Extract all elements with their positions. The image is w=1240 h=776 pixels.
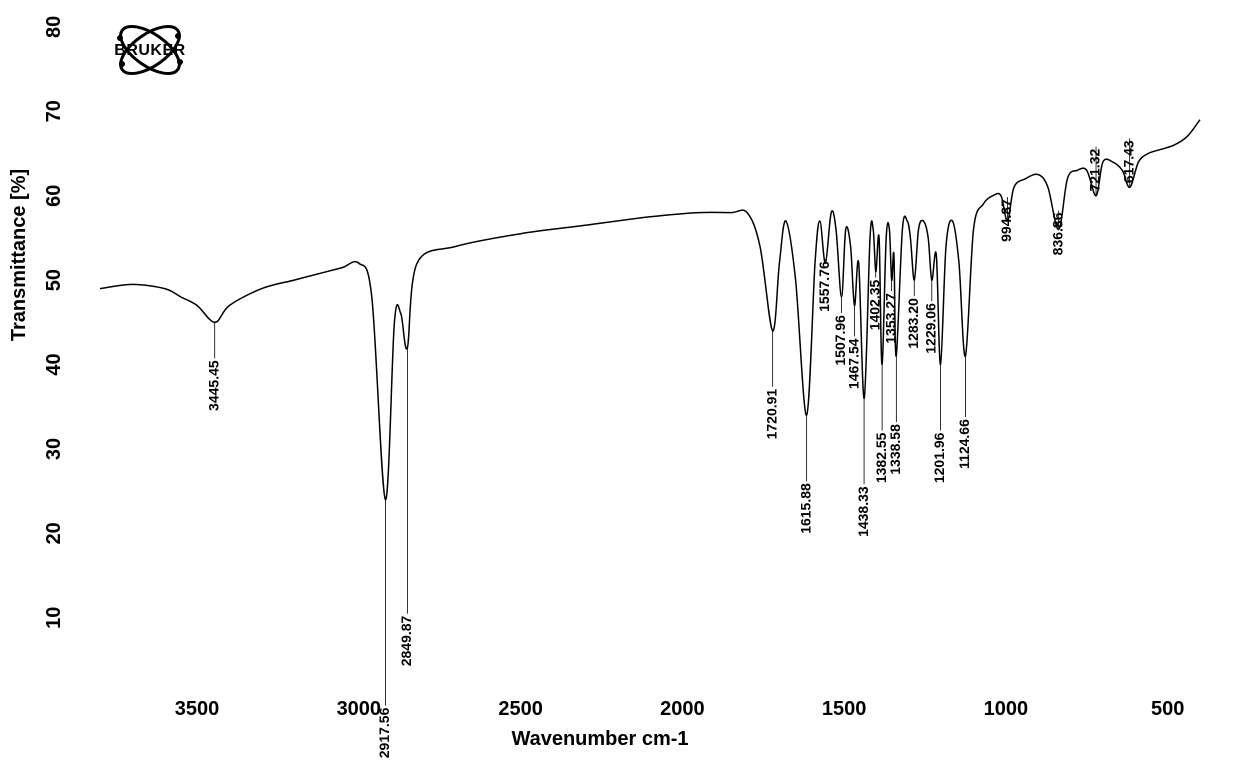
y-axis-label: Transmittance [%] bbox=[8, 169, 30, 341]
peak-label: 3445.45 bbox=[205, 360, 221, 411]
x-tick-label: 2000 bbox=[660, 698, 705, 720]
peak-label: 2917.56 bbox=[376, 707, 392, 758]
peak-label: 1557.76 bbox=[816, 261, 832, 312]
y-tick-label: 10 bbox=[43, 607, 65, 629]
peak-label: 994.87 bbox=[998, 199, 1014, 242]
peak-label: 1283.20 bbox=[905, 298, 921, 349]
x-tick-label: 2500 bbox=[498, 698, 543, 720]
ir-spectrum-chart: BRUKER 10 20 30 40 50 60 70 80 3500 3000 2500 2000… bbox=[0, 0, 1240, 776]
x-tick-label: 500 bbox=[1151, 698, 1184, 720]
spectrum-line bbox=[100, 120, 1200, 500]
peak-label: 617.43 bbox=[1120, 140, 1136, 183]
y-tick-label: 30 bbox=[43, 438, 65, 460]
peak-label: 1124.66 bbox=[956, 419, 972, 469]
peak-label: 1201.96 bbox=[931, 432, 947, 483]
y-tick-label: 50 bbox=[43, 269, 65, 291]
x-tick-label: 1000 bbox=[984, 698, 1029, 720]
y-tick-label: 20 bbox=[43, 522, 65, 544]
peak-label: 2849.87 bbox=[398, 615, 414, 666]
peak-label: 1402.35 bbox=[866, 279, 882, 330]
peak-label: 836.86 bbox=[1049, 212, 1065, 255]
peak-label: 1615.88 bbox=[797, 483, 813, 534]
y-tick-label: 80 bbox=[43, 16, 65, 38]
bruker-logo: BRUKER bbox=[113, 17, 187, 82]
y-tick-label: 60 bbox=[43, 185, 65, 207]
x-tick-label: 3000 bbox=[337, 698, 382, 720]
x-axis-label: Wavenumber cm-1 bbox=[511, 728, 688, 750]
peak-label: 721.32 bbox=[1087, 149, 1103, 192]
peak-label: 1338.58 bbox=[887, 424, 903, 475]
x-axis-ticks: 3500 3000 2500 2000 1500 1000 500 bbox=[175, 698, 1185, 720]
peak-labels-group: 3445.45 2917.56 2849.87 1720.91 1615.88 1557.… bbox=[205, 138, 1136, 758]
peak-label: 1229.06 bbox=[922, 303, 938, 354]
x-tick-label: 1500 bbox=[822, 698, 867, 720]
y-tick-label: 40 bbox=[43, 353, 65, 375]
y-tick-label: 70 bbox=[43, 100, 65, 122]
y-axis-ticks: 10 20 30 40 50 60 70 80 bbox=[43, 16, 65, 629]
x-tick-label: 3500 bbox=[175, 698, 220, 720]
peak-label: 1353.27 bbox=[882, 293, 898, 344]
peak-label: 1720.91 bbox=[763, 389, 779, 440]
peak-label: 1438.33 bbox=[855, 486, 871, 537]
logo-text: BRUKER bbox=[114, 42, 185, 59]
peak-label: 1467.54 bbox=[845, 338, 861, 389]
